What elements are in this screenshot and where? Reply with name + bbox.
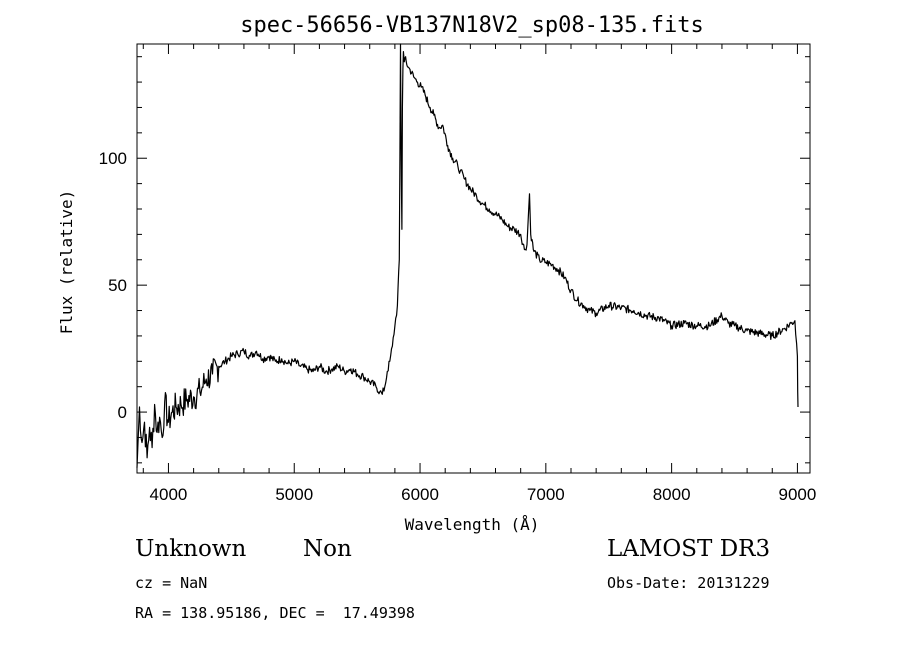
x-tick-label: 4000 [150, 485, 188, 504]
x-tick-label: 6000 [401, 485, 439, 504]
x-axis-label: Wavelength (Å) [405, 515, 540, 534]
coordinates-label: RA = 138.95186, DEC = 17.49398 [135, 604, 415, 622]
x-tick-label: 7000 [527, 485, 565, 504]
y-tick-label: 50 [108, 276, 127, 295]
obs-date-label: Obs-Date: 20131229 [607, 574, 770, 592]
survey-label: LAMOST DR3 [607, 536, 771, 562]
x-tick-label: 8000 [653, 485, 691, 504]
y-axis-label: Flux (relative) [57, 190, 76, 335]
y-tick-label: 0 [118, 403, 127, 422]
plot-frame [136, 43, 811, 474]
y-tick-label: 100 [99, 149, 127, 168]
object-class: Unknown [135, 536, 247, 562]
redshift-label: cz = NaN [135, 574, 208, 592]
chart-title: spec-56656-VB137N18V2_sp08-135.fits [240, 13, 704, 38]
x-tick-label: 9000 [779, 485, 817, 504]
tick-labels: 4000 5000 6000 7000 8000 9000 0 50 100 [99, 149, 817, 504]
x-tick-label: 5000 [275, 485, 313, 504]
spectrum-line [136, 43, 799, 468]
axis-ticks [137, 44, 810, 473]
object-subclass: Non [303, 536, 352, 562]
